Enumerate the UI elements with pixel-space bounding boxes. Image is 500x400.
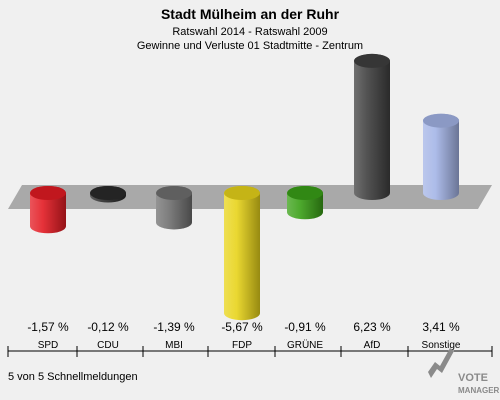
bar-gruene-cap [287,186,323,200]
bar-afd [354,53,390,200]
value-label-spd: -1,57 % [27,320,69,334]
chart-title: Stadt Mülheim an der Ruhr [161,6,340,22]
reporting-status-text: 5 von 5 Schnellmeldungen [8,371,138,383]
category-label-spd: SPD [38,340,59,351]
category-label-gruene: GRÜNE [287,339,323,351]
value-label-afd: 6,23 % [353,320,391,334]
category-label-fdp: FDP [232,340,252,351]
checkmark-icon [428,348,454,378]
bar-fdp-cap [224,186,260,200]
chart-subtitle-district: Gewinne und Verluste 01 Stadtmitte - Zen… [137,40,363,52]
value-label-mbi: -1,39 % [153,320,195,334]
bar-sonstige [423,113,459,200]
logo-text-vote: VOTE [458,372,488,384]
bar-sonstige-cap [423,113,459,128]
category-axis: SPD CDU MBI FDP GRÜNE AfD Sonstige [7,339,493,357]
value-labels-layer: -1,57 % -0,12 % -1,39 % -5,67 % -0,91 % 6,23 … [27,320,460,334]
votemanager-logo: VOTE MANAGER [428,348,500,395]
category-label-sonstige: Sonstige [422,340,461,351]
value-label-cdu: -0,12 % [87,320,129,334]
bar-cdu-cap [90,186,126,200]
bars-layer [8,53,492,321]
value-label-fdp: -5,67 % [221,320,263,334]
bar-mbi-cap [156,186,192,200]
category-label-cdu: CDU [97,340,119,351]
bar-spd-cap [30,186,66,200]
category-label-afd: AfD [364,340,381,351]
bar-afd-cap [354,53,390,68]
value-label-gruene: -0,91 % [284,320,326,334]
category-label-mbi: MBI [165,340,183,351]
bar-fdp [224,186,260,321]
chart-subtitle-years: Ratswahl 2014 - Ratswahl 2009 [172,26,327,38]
logo-text-manager: MANAGER [458,386,500,395]
value-label-sonstige: 3,41 % [422,320,460,334]
